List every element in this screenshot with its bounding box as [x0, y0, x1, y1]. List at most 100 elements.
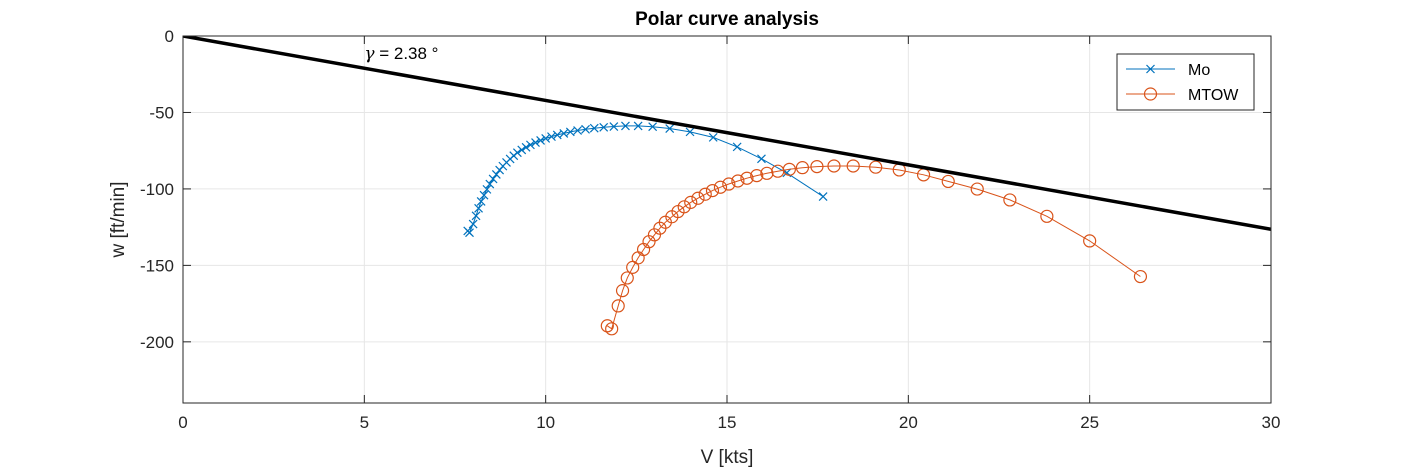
series-mtow-point: [869, 160, 883, 174]
series-mo-point: [708, 132, 718, 142]
series-mtow-point: [722, 177, 736, 191]
marker-stroke: [471, 211, 481, 221]
series-mo-point: [633, 121, 643, 131]
series-mo-point: [609, 122, 619, 131]
marker-stroke: [559, 128, 569, 138]
series-mo-point: [531, 138, 540, 148]
series-mo-point: [818, 192, 828, 201]
marker-stroke: [512, 148, 522, 158]
series-mo-point: [521, 142, 531, 152]
series-mo-point: [517, 145, 527, 155]
series-mtow-point: [698, 187, 712, 201]
marker-stroke: [479, 190, 489, 200]
legend-marker: [1146, 64, 1155, 74]
marker-stroke: [541, 134, 551, 143]
series-mtow-point: [615, 284, 630, 298]
series-mtow-point: [605, 322, 619, 336]
series-mo-point: [541, 134, 551, 143]
marker-stroke: [633, 121, 643, 131]
series-mtow-point: [795, 161, 810, 175]
marker-stroke: [1146, 64, 1155, 74]
y-tick-label: -50: [149, 103, 174, 122]
tangent-line-group: [183, 36, 1271, 232]
marker-stroke: [573, 126, 583, 135]
series-mtow-point: [611, 299, 625, 313]
marker-stroke: [648, 122, 658, 132]
y-axis-label: w [ft/min]: [108, 181, 129, 258]
marker-stroke: [465, 228, 474, 238]
gamma-value: = 2.38 °: [375, 44, 439, 63]
marker-stroke: [565, 127, 575, 137]
series-mo-point: [476, 197, 486, 206]
series-mo-point: [685, 127, 695, 137]
marker-stroke: [482, 184, 492, 194]
series-mo-point: [547, 132, 556, 142]
marker-stroke: [782, 168, 792, 178]
marker-stroke: [621, 121, 630, 131]
chart-title: Polar curve analysis: [635, 9, 819, 30]
x-tick-label: 10: [536, 413, 555, 432]
gamma-annotation: γ = 2.38 °: [364, 44, 438, 64]
series-mo-point: [526, 140, 535, 150]
series-mo-point: [471, 211, 481, 221]
legend-item-mtow: MTOW: [1126, 87, 1239, 104]
marker-stroke: [552, 130, 562, 140]
legend-label: MTOW: [1188, 87, 1239, 104]
series-mtow-point: [1083, 234, 1097, 248]
marker-stroke: [685, 127, 695, 137]
marker-stroke: [474, 203, 483, 213]
series-mo-point: [559, 128, 569, 138]
x-tick-label: 0: [178, 413, 187, 432]
series-mtow-point: [760, 166, 774, 180]
series-mo-point: [512, 148, 522, 158]
series-mtow-point: [684, 195, 698, 209]
marker-stroke: [599, 122, 609, 132]
marker-stroke: [589, 123, 599, 133]
y-tick-label: -100: [140, 180, 174, 199]
series-mo-point: [482, 184, 492, 194]
series-mtow-point: [750, 169, 764, 183]
series-mo-point: [665, 124, 675, 133]
series-mo-point: [589, 123, 599, 133]
x-tick-label: 20: [899, 413, 918, 432]
y-tick-label: -200: [140, 333, 174, 352]
x-tick-label: 15: [718, 413, 737, 432]
series-mo-point: [648, 122, 658, 132]
marker-stroke: [665, 124, 675, 133]
series-mo: [463, 121, 828, 238]
series-mo-point: [536, 136, 546, 145]
marker-stroke: [732, 142, 742, 152]
series-mtow-point: [1133, 269, 1148, 284]
legend-box: [1116, 53, 1255, 111]
series-mo-point: [573, 126, 583, 135]
legend-marker: [1143, 87, 1158, 101]
series-mo-point: [552, 130, 562, 140]
marker-stroke: [491, 169, 501, 179]
legend-label: Mo: [1188, 62, 1210, 79]
series-mtow-point: [691, 191, 705, 205]
series-mtow-point: [731, 174, 745, 188]
marker-stroke: [531, 138, 540, 148]
marker-stroke: [526, 140, 535, 150]
axes: 0 5 10 15 20 25 30 0 -50 -100 -150 -200: [140, 27, 1280, 432]
series-mo-point: [491, 169, 501, 179]
marker-stroke: [581, 124, 590, 134]
series-mtow-point: [782, 162, 796, 176]
marker-stroke: [708, 132, 718, 142]
series-mtow: [600, 159, 1148, 336]
series-mtow-point: [677, 200, 691, 214]
series-mtow-point: [970, 182, 984, 196]
marker-stroke: [517, 145, 527, 155]
marker-stroke: [488, 174, 498, 184]
x-tick-label: 25: [1080, 413, 1099, 432]
data-layer: [183, 36, 1271, 336]
series-mo-point: [479, 190, 489, 200]
marker-stroke: [521, 142, 531, 152]
tangent-line: [183, 36, 1271, 232]
series-mo-point: [468, 219, 478, 229]
marker-stroke: [547, 132, 556, 142]
marker-stroke: [609, 122, 619, 131]
plot-frame: [182, 35, 1272, 404]
